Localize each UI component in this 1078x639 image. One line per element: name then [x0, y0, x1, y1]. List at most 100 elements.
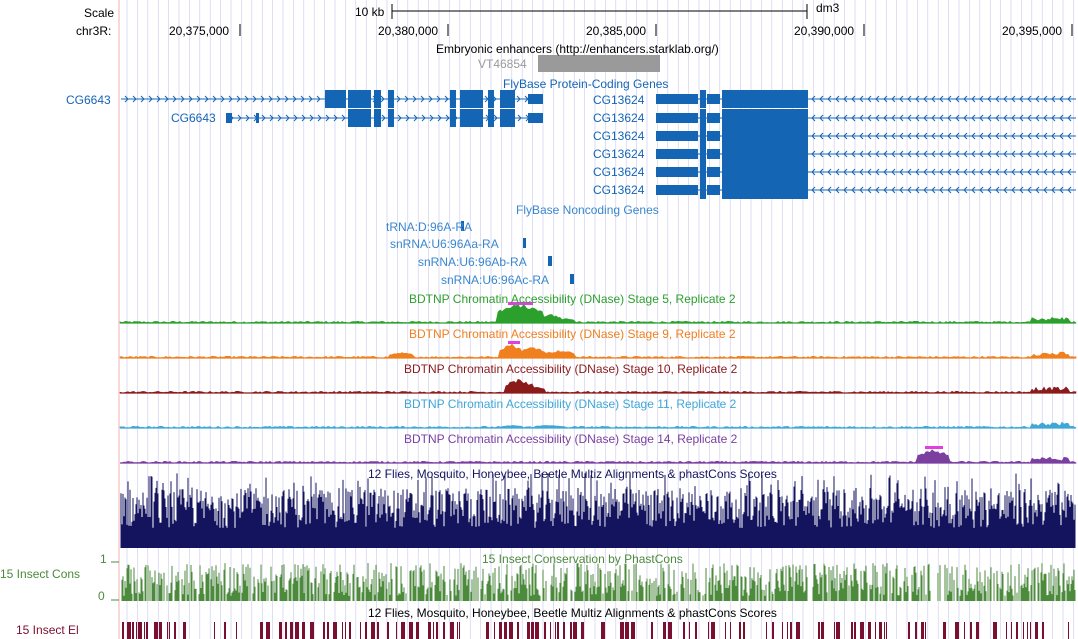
- conserved-element[interactable]: [860, 622, 864, 639]
- conserved-element[interactable]: [517, 622, 519, 639]
- gene-model-cg13624-6[interactable]: [656, 181, 1076, 199]
- conserved-element[interactable]: [416, 622, 419, 639]
- conserved-element[interactable]: [310, 622, 314, 639]
- conserved-element[interactable]: [964, 622, 965, 639]
- snrna-u6-96ab-block[interactable]: [548, 256, 552, 266]
- conserved-element[interactable]: [436, 622, 438, 639]
- flybase-noncoding-genes[interactable]: [461, 221, 574, 284]
- conserved-element[interactable]: [689, 622, 690, 639]
- conserved-element[interactable]: [683, 622, 685, 639]
- conserved-element[interactable]: [796, 622, 800, 639]
- conserved-element[interactable]: [387, 622, 389, 639]
- gene-label-cg13624-1[interactable]: CG13624: [593, 93, 645, 107]
- conserved-element[interactable]: [787, 622, 788, 639]
- enhancer-vt46854[interactable]: [538, 55, 660, 72]
- conserved-element[interactable]: [1023, 622, 1024, 639]
- conserved-element[interactable]: [570, 622, 572, 639]
- conserved-element[interactable]: [428, 622, 431, 639]
- conserved-element[interactable]: [620, 622, 624, 639]
- dnase-tracks[interactable]: [119, 302, 1078, 464]
- conserved-element[interactable]: [725, 622, 726, 639]
- dnase-track-4[interactable]: [119, 421, 1077, 429]
- conserved-element[interactable]: [371, 622, 375, 639]
- conserved-element[interactable]: [908, 622, 910, 639]
- dnase-stage10-title[interactable]: BDTNP Chromatin Accessibility (DNase) St…: [404, 362, 738, 376]
- conserved-element[interactable]: [266, 622, 270, 639]
- conserved-element[interactable]: [668, 622, 672, 639]
- conserved-element[interactable]: [851, 622, 853, 639]
- conserved-element[interactable]: [818, 622, 820, 639]
- conserved-element[interactable]: [875, 622, 876, 639]
- gene-model-cg6643-1[interactable]: [121, 90, 543, 108]
- gene-model-cg13624-5[interactable]: [656, 163, 1076, 181]
- conserved-element[interactable]: [345, 622, 346, 639]
- conserved-element[interactable]: [708, 622, 709, 639]
- conserved-element[interactable]: [879, 622, 882, 639]
- conserved-element[interactable]: [1011, 622, 1012, 639]
- phastcons-side-label[interactable]: 15 Insect Cons: [0, 567, 81, 581]
- phastcons-wiggle[interactable]: [121, 563, 1076, 601]
- gene-label-cg13624-6[interactable]: CG13624: [593, 183, 645, 197]
- conserved-element[interactable]: [955, 622, 959, 639]
- conserved-element[interactable]: [573, 622, 577, 639]
- conserved-element[interactable]: [782, 622, 783, 639]
- gene-label-cg13624-5[interactable]: CG13624: [593, 165, 645, 179]
- conserved-element[interactable]: [993, 622, 997, 639]
- noncoding-label-u6-96ac[interactable]: snRNA:U6:96Ac-RA: [441, 273, 550, 287]
- dnase-stage5-title[interactable]: BDTNP Chromatin Accessibility (DNase) St…: [409, 292, 736, 306]
- conserved-element[interactable]: [174, 622, 176, 639]
- dnase-track-1[interactable]: [119, 303, 1077, 324]
- conserved-element[interactable]: [1035, 622, 1038, 639]
- conserved-element[interactable]: [1016, 622, 1018, 639]
- conserved-element[interactable]: [601, 622, 605, 639]
- conserved-elements[interactable]: [122, 622, 1069, 639]
- conserved-element[interactable]: [285, 622, 287, 639]
- conserved-element[interactable]: [854, 622, 856, 639]
- conserved-element[interactable]: [563, 622, 565, 639]
- noncoding-label-trna[interactable]: tRNA:D:96A-RA: [386, 220, 473, 234]
- dnase-track-2[interactable]: [119, 343, 1077, 359]
- conserved-element[interactable]: [459, 622, 460, 639]
- gene-label-cg6643-1[interactable]: CG6643: [66, 93, 111, 107]
- conserved-element[interactable]: [772, 622, 774, 639]
- conserved-element[interactable]: [127, 622, 131, 639]
- noncoding-label-u6-96ab[interactable]: snRNA:U6:96Ab-RA: [418, 255, 527, 269]
- conserved-element[interactable]: [236, 622, 237, 639]
- multiz-wiggle[interactable]: [120, 473, 1076, 548]
- conserved-element[interactable]: [167, 622, 168, 639]
- gene-label-cg6643-2[interactable]: CG6643: [171, 111, 216, 125]
- conserved-element[interactable]: [970, 622, 972, 639]
- conserved-element[interactable]: [279, 622, 282, 639]
- enhancers-track-title[interactable]: Embryonic enhancers (http://enhancers.st…: [436, 42, 719, 56]
- conserved-element[interactable]: [651, 622, 653, 639]
- conserved-element[interactable]: [457, 622, 458, 639]
- conserved-element[interactable]: [132, 622, 134, 639]
- conserved-element[interactable]: [154, 622, 158, 639]
- conserved-element[interactable]: [224, 622, 226, 639]
- conserved-element[interactable]: [183, 622, 186, 639]
- conserved-element[interactable]: [159, 622, 162, 639]
- conserved-element[interactable]: [921, 622, 924, 639]
- conserved-element[interactable]: [531, 622, 534, 639]
- conserved-element[interactable]: [1030, 622, 1031, 639]
- conserved-element[interactable]: [943, 622, 946, 639]
- elements-track-title[interactable]: 12 Flies, Mosquito, Honeybee, Beetle Mul…: [368, 606, 777, 620]
- conserved-element[interactable]: [136, 622, 137, 639]
- dnase-stage14-title[interactable]: BDTNP Chromatin Accessibility (DNase) St…: [404, 432, 738, 446]
- gene-model-cg13624-3[interactable]: [656, 127, 1076, 145]
- conserved-element[interactable]: [836, 622, 840, 639]
- conserved-element[interactable]: [409, 622, 413, 639]
- conserved-element[interactable]: [555, 622, 556, 639]
- conserved-element[interactable]: [581, 622, 584, 639]
- conserved-element[interactable]: [499, 622, 502, 639]
- conserved-element[interactable]: [504, 622, 507, 639]
- dnase-track-3[interactable]: [119, 379, 1077, 394]
- conserved-element[interactable]: [711, 622, 715, 639]
- flybase-noncoding-title[interactable]: FlyBase Noncoding Genes: [516, 203, 659, 217]
- conserved-element[interactable]: [527, 622, 530, 639]
- conserved-element[interactable]: [625, 622, 629, 639]
- conserved-element[interactable]: [663, 622, 666, 639]
- conserved-element[interactable]: [138, 622, 142, 639]
- conserved-element[interactable]: [214, 622, 215, 639]
